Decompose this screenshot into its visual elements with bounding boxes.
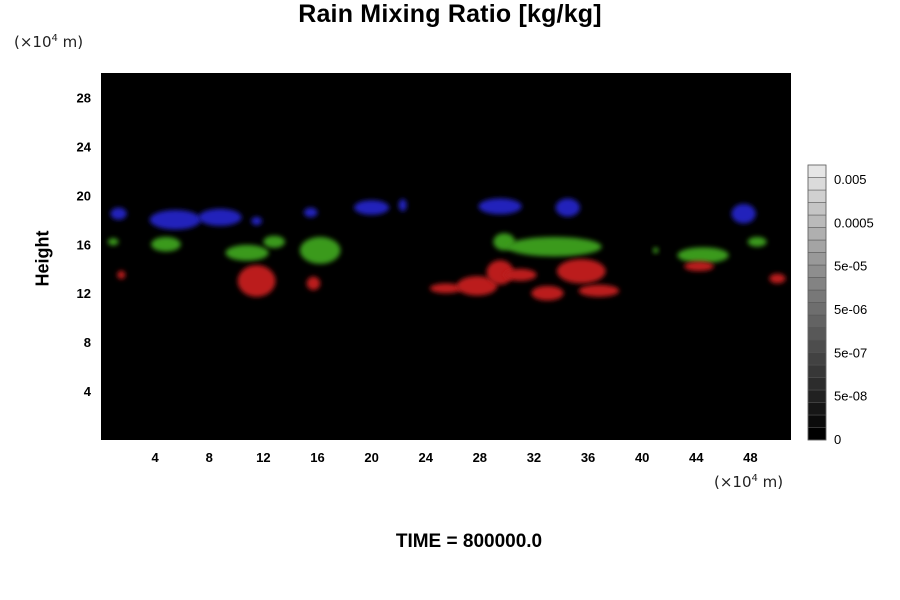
field-blob-0-2	[198, 208, 242, 226]
field-blob-0-9	[731, 203, 756, 224]
colorbar-level	[807, 339, 827, 353]
x-tick-label: 24	[418, 450, 433, 465]
field-blob-2-0	[117, 270, 126, 280]
field-blob-0-4	[303, 207, 318, 218]
colorbar-level	[807, 264, 827, 278]
field-blob-0-0	[110, 207, 127, 220]
colorbar-level	[807, 327, 827, 341]
field-blob-1-0	[107, 238, 119, 246]
field-blob-2-8	[556, 258, 606, 284]
field-blob-0-8	[555, 198, 580, 217]
colorbar-level	[807, 202, 827, 216]
field-blob-1-7	[677, 247, 729, 264]
colorbar-label: 5e-07	[834, 345, 867, 360]
colorbar: 0.005 0.0005 5e-05 5e-06 5e-07 5e-08 0	[807, 164, 874, 447]
colorbar-level	[807, 402, 827, 416]
colorbar-level	[807, 389, 827, 403]
y-tick-label: 8	[84, 335, 91, 350]
x-axis-ticks: 4 8 12 16 20 24 28 32 36 40 44 48	[152, 450, 758, 465]
field-blob-0-3	[251, 216, 262, 226]
colorbar-label: 5e-05	[834, 259, 867, 274]
colorbar-level	[807, 314, 827, 328]
colorbar-frame	[807, 164, 827, 441]
field-blob-1-8	[747, 236, 767, 247]
field-blob-1-1	[151, 236, 181, 252]
colorbar-level	[807, 214, 827, 228]
colorbar-level	[807, 164, 827, 178]
colorbar-level	[807, 364, 827, 378]
colorbar-level	[807, 427, 827, 441]
field-blob-2-3	[429, 283, 463, 294]
y-axis-ticks: 4 8 12 16 20 24 28	[77, 90, 92, 399]
x-tick-label: 28	[473, 450, 487, 465]
field-blob-2-6	[504, 268, 537, 281]
y-tick-label: 28	[77, 90, 91, 105]
colorbar-level	[807, 239, 827, 253]
x-tick-label: 44	[689, 450, 704, 465]
colorbar-level	[807, 252, 827, 266]
field-blob-2-11	[769, 273, 786, 284]
field-blob-2-9	[578, 284, 620, 297]
field-blob-2-7	[531, 285, 564, 301]
colorbar-label: 0.0005	[834, 215, 874, 230]
colorbar-label: 0.005	[834, 172, 867, 187]
x-tick-label: 20	[364, 450, 378, 465]
colorbar-level	[807, 289, 827, 303]
field-blob-0-6	[398, 199, 407, 212]
y-axis-unit: (×104 m)	[14, 33, 84, 51]
x-axis-unit: (×104 m)	[714, 473, 784, 491]
field-blob-1-3	[263, 235, 286, 248]
colorbar-level	[807, 414, 827, 428]
field-blob-1-6	[506, 236, 602, 257]
field-blob-2-4	[456, 276, 498, 296]
field-blob-2-2	[306, 276, 321, 291]
x-tick-label: 32	[527, 450, 541, 465]
field-blob-0-5	[354, 200, 390, 215]
y-tick-label: 4	[84, 384, 92, 399]
field-blob-1-4	[299, 236, 341, 264]
x-tick-label: 12	[256, 450, 270, 465]
colorbar-level	[807, 352, 827, 366]
y-tick-label: 16	[77, 237, 91, 252]
chart-title: Rain Mixing Ratio [kg/kg]	[298, 0, 602, 28]
x-tick-label: 8	[206, 450, 213, 465]
colorbar-level	[807, 302, 827, 316]
colorbar-level	[807, 189, 827, 203]
colorbar-level	[807, 277, 827, 291]
colorbar-level	[807, 177, 827, 191]
field-blob-2-5	[486, 260, 514, 285]
x-tick-label: 36	[581, 450, 595, 465]
x-tick-label: 16	[310, 450, 324, 465]
colorbar-label: 5e-06	[834, 302, 867, 317]
x-tick-label: 48	[743, 450, 757, 465]
y-tick-label: 24	[77, 139, 92, 154]
field-blob-1-9	[653, 247, 659, 254]
field-blob-0-1	[149, 210, 202, 230]
plot-area	[101, 73, 791, 440]
x-tick-label: 4	[152, 450, 160, 465]
field-blob-2-1	[237, 265, 276, 297]
colorbar-level	[807, 227, 827, 241]
field-blob-1-2	[225, 244, 269, 261]
time-label: TIME = 800000.0	[395, 531, 543, 552]
y-tick-label: 12	[77, 286, 91, 301]
field-blob-2-10	[684, 261, 714, 272]
colorbar-level	[807, 377, 827, 391]
colorbar-label: 0	[834, 432, 841, 447]
y-tick-label: 20	[77, 188, 91, 203]
field-blob-0-7	[478, 198, 522, 215]
colorbar-label: 5e-08	[834, 389, 867, 404]
data-fields	[107, 198, 786, 301]
x-tick-label: 40	[635, 450, 649, 465]
